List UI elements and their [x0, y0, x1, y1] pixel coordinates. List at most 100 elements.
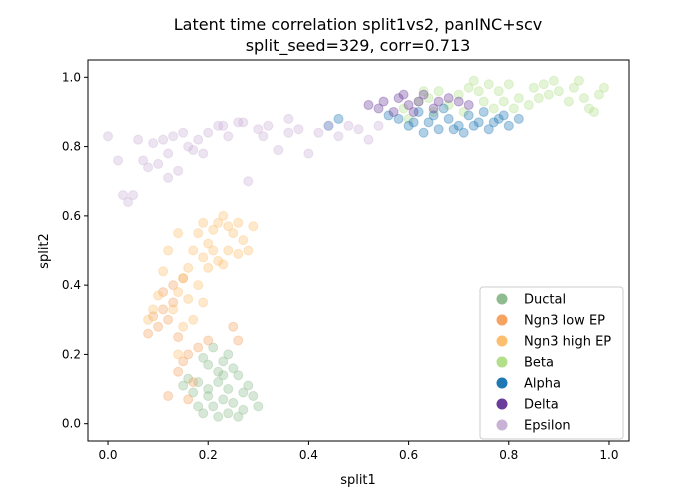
- data-point: [168, 280, 179, 291]
- data-point: [228, 321, 239, 332]
- legend-label: Ductal: [524, 293, 566, 308]
- data-point: [478, 106, 489, 117]
- data-point: [128, 190, 139, 201]
- data-point: [218, 210, 229, 221]
- data-point: [173, 165, 184, 176]
- data-point: [243, 176, 254, 187]
- data-point: [208, 401, 219, 412]
- data-point: [118, 190, 129, 201]
- data-point: [503, 79, 514, 90]
- data-point: [148, 138, 159, 149]
- legend-marker: [496, 293, 508, 305]
- data-point: [183, 349, 194, 360]
- data-point: [453, 89, 464, 100]
- data-point: [203, 359, 214, 370]
- data-point: [233, 117, 244, 128]
- data-point: [198, 352, 209, 363]
- data-point: [178, 356, 189, 367]
- legend-marker: [496, 335, 508, 347]
- data-point: [138, 155, 149, 166]
- data-point: [188, 245, 199, 256]
- data-point: [173, 349, 184, 360]
- data-point: [398, 89, 409, 100]
- data-point: [158, 287, 169, 298]
- data-point: [153, 321, 164, 332]
- x-tick-label: 0.8: [499, 448, 518, 462]
- data-point: [178, 380, 189, 391]
- legend-label: Ngn3 low EP: [524, 314, 605, 329]
- data-point: [193, 401, 204, 412]
- data-point: [223, 245, 234, 256]
- points-layer: [103, 75, 609, 422]
- data-point: [463, 110, 474, 121]
- data-point: [198, 252, 209, 263]
- data-point: [453, 96, 464, 107]
- data-point: [203, 384, 214, 395]
- data-point: [208, 245, 219, 256]
- data-point: [363, 134, 374, 145]
- legend-marker: [496, 356, 508, 368]
- data-point: [478, 96, 489, 107]
- data-point: [228, 228, 239, 239]
- data-point: [593, 89, 604, 100]
- y-tick-label: 0.8: [62, 140, 81, 154]
- data-point: [218, 370, 229, 381]
- data-point: [253, 124, 264, 135]
- data-point: [158, 134, 169, 145]
- data-point: [248, 390, 259, 401]
- data-point: [208, 342, 219, 353]
- data-point: [243, 245, 254, 256]
- data-point: [213, 255, 224, 266]
- data-point: [448, 124, 459, 135]
- data-point: [573, 75, 584, 86]
- data-point: [513, 93, 524, 104]
- legend-marker: [496, 377, 508, 389]
- plot-frame: [87, 59, 630, 442]
- data-point: [188, 145, 199, 156]
- y-axis-label: split2: [37, 233, 52, 269]
- data-point: [218, 394, 229, 405]
- data-point: [163, 314, 174, 325]
- data-point: [193, 280, 204, 291]
- data-point: [493, 86, 504, 97]
- legend-marker: [496, 314, 508, 326]
- data-point: [508, 103, 519, 114]
- data-point: [443, 113, 454, 124]
- data-point: [178, 321, 189, 332]
- data-point: [363, 100, 374, 111]
- legend-label: Alpha: [524, 377, 561, 392]
- data-point: [173, 228, 184, 239]
- x-axis-label: split1: [340, 473, 376, 488]
- data-point: [248, 221, 259, 232]
- data-point: [188, 387, 199, 398]
- data-point: [303, 148, 314, 159]
- data-point: [238, 404, 249, 415]
- data-point: [193, 342, 204, 353]
- data-point: [333, 131, 344, 142]
- data-point: [503, 120, 514, 131]
- data-point: [493, 113, 504, 124]
- y-tick-label: 0.0: [62, 417, 81, 431]
- data-point: [423, 117, 434, 128]
- data-point: [443, 93, 454, 104]
- data-point: [258, 131, 269, 142]
- data-point: [148, 304, 159, 315]
- data-point: [403, 120, 414, 131]
- data-point: [213, 411, 224, 422]
- data-point: [323, 120, 334, 131]
- data-point: [598, 82, 609, 93]
- data-point: [413, 96, 424, 107]
- data-point: [148, 311, 159, 322]
- data-point: [563, 96, 574, 107]
- data-point: [203, 390, 214, 401]
- data-point: [133, 134, 144, 145]
- data-point: [198, 297, 209, 308]
- x-tick-label: 0.6: [399, 448, 418, 462]
- data-point: [173, 332, 184, 343]
- data-point: [223, 349, 234, 360]
- data-point: [568, 82, 579, 93]
- data-point: [443, 100, 454, 111]
- data-point: [578, 93, 589, 104]
- data-point: [373, 120, 384, 131]
